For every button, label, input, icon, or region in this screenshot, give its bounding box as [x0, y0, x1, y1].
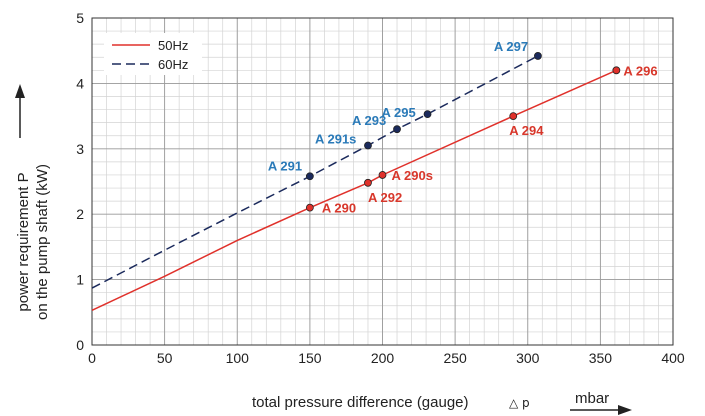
point-label: A 291s [315, 132, 356, 147]
data-point [305, 203, 314, 212]
point-label: A 293 [352, 113, 386, 128]
data-point [364, 178, 372, 187]
point-label: A 290 [322, 201, 356, 216]
point-label: A 292 [368, 190, 402, 205]
y-axis-label-line2: on the pump shaft (kW) [34, 164, 51, 320]
y-tick-label: 5 [76, 10, 84, 26]
x-tick-label: 0 [88, 350, 96, 366]
x-tick-label: 150 [298, 350, 322, 366]
x-tick-label: 100 [226, 350, 250, 366]
legend-box [104, 33, 202, 75]
series-line-50hz [91, 69, 617, 311]
data-point [612, 66, 621, 75]
point-label: A 297 [494, 39, 528, 54]
point-label: A 291 [268, 158, 302, 173]
point-label: A 294 [509, 123, 544, 138]
point-label: A 295 [382, 105, 416, 120]
y-tick-labels: 0 1 2 3 4 5 [76, 10, 84, 353]
x-tick-label: 50 [157, 350, 173, 366]
y-tick-label: 3 [76, 141, 84, 157]
x-tick-label: 350 [589, 350, 613, 366]
data-points [305, 52, 621, 212]
y-tick-label: 2 [76, 206, 84, 222]
y-axis-label-group-2: on the pump shaft (kW) [34, 164, 51, 320]
data-point [534, 52, 542, 60]
y-tick-label: 4 [76, 75, 84, 91]
data-point [378, 171, 387, 179]
x-axis-symbol: △ p [509, 396, 530, 410]
x-axis-unit: mbar [575, 390, 609, 407]
legend-label-60hz: 60Hz [158, 57, 188, 72]
series-lines [91, 55, 617, 311]
point-label: A 296 [623, 63, 657, 78]
y-tick-label: 1 [76, 272, 84, 288]
data-point [393, 125, 401, 134]
series-line-60hz [91, 55, 539, 289]
point-label: A 290s [392, 168, 433, 183]
legend-label-50hz: 50Hz [158, 38, 188, 53]
x-axis-arrow-icon [570, 405, 632, 415]
data-point [364, 141, 372, 150]
x-tick-label: 400 [661, 350, 685, 366]
y-axis-arrow-icon [15, 84, 25, 138]
y-axis-label-group: power requirement P [15, 172, 32, 311]
x-axis-label: total pressure difference (gauge) [252, 394, 469, 411]
y-tick-label: 0 [76, 337, 84, 353]
point-labels: A 290 A 292 A 290s A 294 A 296 A 291 A 291s A 2… [268, 39, 658, 216]
x-tick-labels: 0 50 100 150 200 250 300 350 400 [88, 350, 685, 366]
y-axis-label-line1: power requirement P [15, 172, 32, 311]
data-point [305, 172, 314, 181]
x-tick-label: 200 [371, 350, 395, 366]
data-point [423, 110, 432, 119]
data-point [509, 112, 518, 120]
plot-frame [91, 17, 674, 346]
x-tick-label: 250 [443, 350, 467, 366]
legend: 50Hz 60Hz [104, 33, 202, 75]
x-tick-label: 300 [516, 350, 540, 366]
